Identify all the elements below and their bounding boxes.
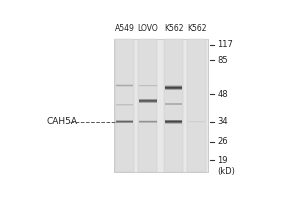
- Text: 48: 48: [217, 90, 228, 99]
- Bar: [138, 39, 158, 172]
- Bar: [115, 39, 134, 172]
- Text: CAH5A: CAH5A: [47, 117, 78, 126]
- Text: 26: 26: [217, 137, 228, 146]
- Bar: [164, 39, 183, 172]
- Bar: [139, 101, 157, 102]
- Bar: [114, 39, 208, 172]
- Text: 85: 85: [217, 56, 228, 65]
- Text: 34: 34: [217, 117, 228, 126]
- Bar: [165, 86, 182, 87]
- Text: K562: K562: [164, 24, 183, 33]
- Bar: [165, 123, 182, 124]
- Bar: [165, 121, 182, 122]
- Bar: [165, 120, 182, 121]
- Bar: [165, 85, 182, 86]
- Bar: [139, 99, 157, 100]
- Bar: [165, 122, 182, 123]
- Bar: [139, 102, 157, 103]
- Text: LOVO: LOVO: [138, 24, 158, 33]
- Bar: [165, 88, 182, 89]
- Text: 117: 117: [217, 40, 233, 49]
- Bar: [187, 39, 206, 172]
- Bar: [139, 100, 157, 101]
- Text: K562: K562: [187, 24, 206, 33]
- Text: (kD): (kD): [217, 167, 235, 176]
- Text: 19: 19: [217, 156, 228, 165]
- Bar: [165, 89, 182, 90]
- Text: A549: A549: [115, 24, 135, 33]
- Bar: [165, 87, 182, 88]
